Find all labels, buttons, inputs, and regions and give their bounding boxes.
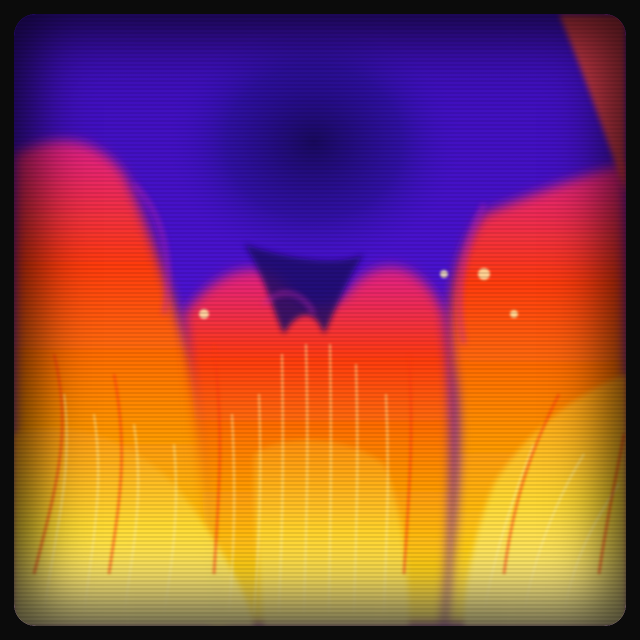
dark-tendril: [244, 244, 364, 334]
hot-flow-center: [254, 440, 409, 626]
hot-spots: [199, 268, 518, 319]
corner-streak: [559, 14, 626, 194]
red-streaks: [32, 343, 626, 575]
thermal-artwork: [14, 14, 626, 626]
magenta-swirls: [132, 182, 486, 345]
hot-flow-left: [14, 427, 254, 626]
thermal-image-screen: [14, 14, 626, 626]
